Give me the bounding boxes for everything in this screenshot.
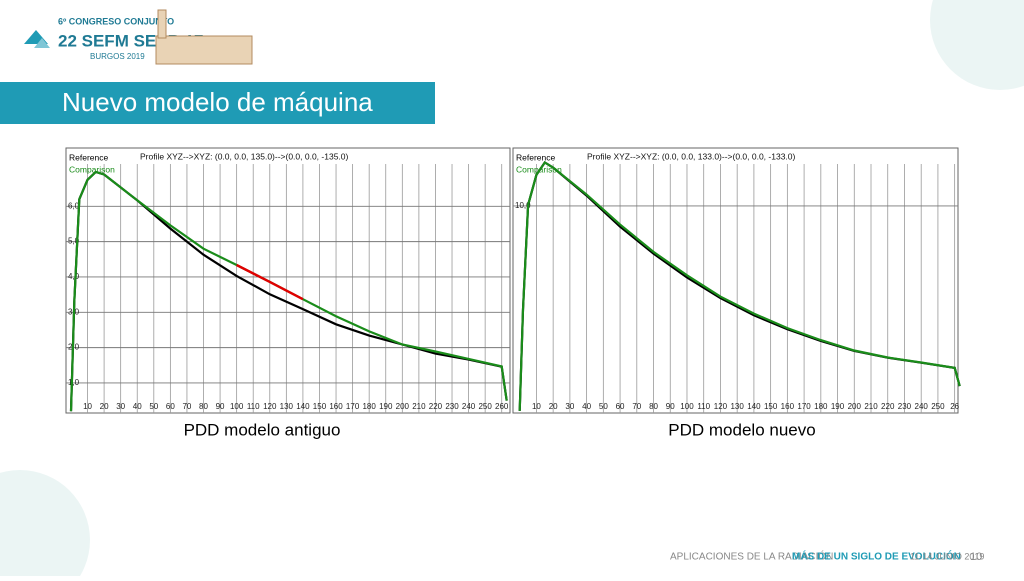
plot-area xyxy=(65,147,511,414)
x-tick-label: 130 xyxy=(280,402,294,411)
decoration xyxy=(930,0,1024,90)
x-tick-label: 170 xyxy=(797,402,811,411)
x-tick-label: 150 xyxy=(764,402,778,411)
x-tick-label: 80 xyxy=(649,402,658,411)
x-tick-label: 30 xyxy=(116,402,125,411)
x-tick-label: 240 xyxy=(915,402,929,411)
x-tick-label: 90 xyxy=(666,402,675,411)
x-tick-label: 220 xyxy=(881,402,895,411)
x-tick-label: 100 xyxy=(230,402,244,411)
x-tick-label: 160 xyxy=(329,402,343,411)
footer-text: MÁS DE UN SIGLO DE EVOLUCIÓN xyxy=(792,550,961,563)
chart-caption: PDD modelo antiguo xyxy=(184,420,341,439)
y-tick-label: 4,0 xyxy=(68,272,80,281)
logo-building xyxy=(157,9,167,39)
x-tick-label: 40 xyxy=(133,402,142,411)
x-tick-label: 90 xyxy=(216,402,225,411)
x-tick-label: 80 xyxy=(199,402,208,411)
x-tick-label: 50 xyxy=(149,402,158,411)
x-tick-label: 210 xyxy=(412,402,426,411)
plot-area xyxy=(512,147,959,414)
chart-caption: PDD modelo nuevo xyxy=(668,420,815,439)
x-tick-label: 110 xyxy=(697,402,710,411)
x-tick-label: 200 xyxy=(848,402,862,411)
x-tick-label: 26 xyxy=(950,402,959,411)
x-tick-label: 200 xyxy=(396,402,410,411)
x-tick-label: 230 xyxy=(445,402,459,411)
x-tick-label: 60 xyxy=(616,402,625,411)
y-tick-label: 1,0 xyxy=(68,378,80,387)
x-tick-label: 220 xyxy=(429,402,443,411)
logo-text: BURGOS 2019 xyxy=(90,52,145,61)
x-tick-label: 20 xyxy=(549,402,558,411)
footer-text: APLICACIONES DE LA RADIACIÓN xyxy=(670,550,833,563)
x-tick-label: 150 xyxy=(313,402,327,411)
title-bar xyxy=(0,82,435,124)
x-tick-label: 160 xyxy=(781,402,795,411)
x-tick-label: 100 xyxy=(680,402,694,411)
x-tick-label: 70 xyxy=(632,402,641,411)
x-tick-label: 110 xyxy=(247,402,260,411)
footer-text: 11-14 JUNIO 2019 xyxy=(910,551,984,561)
y-tick-label: 10,0 xyxy=(515,201,531,210)
x-tick-label: 180 xyxy=(362,402,376,411)
logo-mark xyxy=(34,38,50,48)
logo-text: 6º CONGRESO CONJUNTO xyxy=(58,16,174,26)
x-tick-label: 170 xyxy=(346,402,360,411)
x-tick-label: 50 xyxy=(599,402,608,411)
legend-entry: Reference xyxy=(516,152,555,162)
logo-building xyxy=(155,35,253,65)
x-tick-label: 250 xyxy=(931,402,945,411)
x-tick-label: 140 xyxy=(296,402,310,411)
x-tick-label: 180 xyxy=(814,402,828,411)
y-tick-label: 6,0 xyxy=(68,201,80,210)
decoration xyxy=(0,470,90,581)
x-tick-label: 70 xyxy=(182,402,191,411)
x-tick-label: 130 xyxy=(730,402,744,411)
x-tick-label: 190 xyxy=(379,402,393,411)
x-tick-label: 260 xyxy=(495,402,509,411)
x-tick-label: 60 xyxy=(166,402,175,411)
legend-entry: Comparison xyxy=(69,164,115,174)
annotation-box xyxy=(128,150,506,162)
slide-title: Nuevo modelo de máquina xyxy=(62,87,373,117)
x-tick-label: 30 xyxy=(565,402,574,411)
annotation-box xyxy=(575,150,954,162)
data-line xyxy=(518,161,961,411)
fail-segment xyxy=(236,263,304,301)
x-tick-label: 210 xyxy=(864,402,878,411)
annotation: Profile XYZ-->XYZ: (0.0, 0.0, 135.0)-->(… xyxy=(140,151,349,161)
x-tick-label: 10 xyxy=(532,402,541,411)
x-tick-label: 10 xyxy=(83,402,92,411)
x-tick-label: 120 xyxy=(714,402,728,411)
page-number: 10 xyxy=(970,551,982,563)
annotation: Profile XYZ-->XYZ: (0.0, 0.0, 133.0)-->(… xyxy=(587,151,796,161)
x-tick-label: 250 xyxy=(478,402,492,411)
x-tick-label: 230 xyxy=(898,402,912,411)
x-tick-label: 20 xyxy=(100,402,109,411)
x-tick-label: 140 xyxy=(747,402,761,411)
x-tick-label: 240 xyxy=(462,402,476,411)
x-tick-label: 190 xyxy=(831,402,845,411)
x-tick-label: 40 xyxy=(582,402,591,411)
y-tick-label: 5,0 xyxy=(68,237,80,246)
x-tick-label: 120 xyxy=(263,402,277,411)
legend-entry: Reference xyxy=(69,152,108,162)
